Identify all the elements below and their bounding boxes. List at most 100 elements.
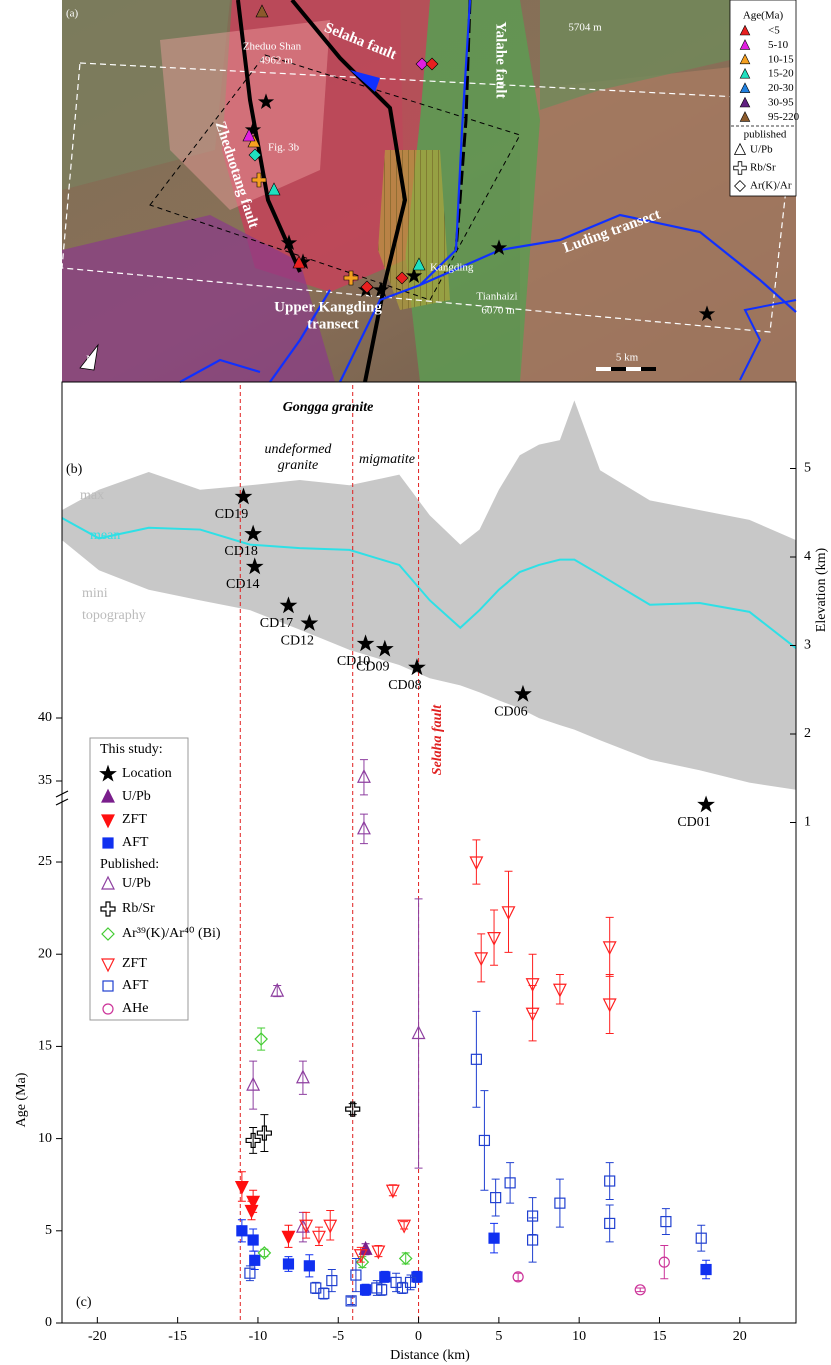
annotation: Selaha fault <box>430 704 445 776</box>
error-bar <box>249 1127 258 1154</box>
peak-label: 5704 m <box>568 22 602 34</box>
data-point <box>353 1249 368 1264</box>
map-symbols <box>242 4 716 321</box>
data-point <box>379 1271 391 1283</box>
fault-zone <box>378 150 450 310</box>
legend-marker <box>101 927 115 941</box>
sample-label: CD08 <box>388 678 421 693</box>
legend-marker <box>739 96 751 108</box>
legend-header: This study: <box>100 742 163 757</box>
legend-marker <box>734 180 746 192</box>
data-point <box>254 1032 269 1046</box>
topography-area <box>62 540 796 911</box>
error-bar <box>661 1208 670 1235</box>
error-bar <box>528 1217 537 1263</box>
error-bar <box>472 839 481 885</box>
sample-label: CD10 <box>337 654 370 669</box>
data-point <box>359 1284 372 1296</box>
data-point <box>244 1267 256 1279</box>
map-site <box>490 239 508 255</box>
data-point <box>371 1245 386 1260</box>
error-bar <box>605 1204 614 1243</box>
map-site <box>415 57 429 71</box>
y-tick-label: 20 <box>38 946 52 961</box>
error-bar <box>327 1269 336 1293</box>
data-point <box>385 1184 400 1199</box>
error-bar <box>490 909 499 966</box>
data-point <box>355 1255 370 1269</box>
series-label: max <box>80 488 104 503</box>
sample-star <box>244 524 263 542</box>
data-point <box>658 1256 670 1268</box>
error-bar <box>477 933 486 983</box>
y-tick-label: 35 <box>38 773 52 788</box>
sample-label: CD09 <box>356 659 389 674</box>
error-bar <box>359 813 368 845</box>
legend-label: 10-15 <box>768 53 794 65</box>
x-tick-label: -20 <box>88 1329 107 1344</box>
error-bar <box>491 1178 500 1217</box>
legend-marker <box>733 142 747 155</box>
scale-bar <box>611 367 626 371</box>
panel-label: (c) <box>76 1295 92 1310</box>
x-tick-label: -10 <box>249 1329 268 1344</box>
error-bar <box>273 985 282 998</box>
y-tick-label: 40 <box>38 710 52 725</box>
map-site <box>343 270 359 286</box>
map-site <box>372 281 390 297</box>
map-site <box>425 57 439 71</box>
legend-label: AHe <box>122 1001 148 1016</box>
data-point <box>512 1271 524 1283</box>
fault <box>236 0 302 273</box>
granite-area <box>160 20 330 210</box>
error-bar <box>605 973 614 1034</box>
data-point <box>356 768 371 783</box>
legend-label: 95-220 <box>768 111 800 123</box>
y2-tick-label: 3 <box>804 638 811 653</box>
transect-label: transect <box>307 316 359 332</box>
data-point <box>323 1219 338 1234</box>
peak-label: 6070 m <box>481 305 515 317</box>
fault <box>454 0 472 251</box>
legend-marker <box>739 39 751 50</box>
transect-label: Upper Kangding <box>274 299 382 315</box>
map-site <box>257 93 275 109</box>
data-point <box>246 1195 261 1210</box>
legend-title: Age(Ma) <box>743 10 784 22</box>
x-tick-label: 10 <box>572 1329 586 1344</box>
x-tick-label: 0 <box>415 1329 422 1344</box>
error-bar <box>480 1090 489 1191</box>
data-point <box>526 1234 539 1246</box>
data-point <box>695 1232 707 1244</box>
legend-marker <box>733 161 747 175</box>
error-bar <box>298 1060 307 1095</box>
data-point <box>247 1234 259 1246</box>
legend-marker <box>102 837 114 849</box>
fault-label: Yalahe fault <box>493 21 509 98</box>
legend-label: Location <box>122 766 172 781</box>
data-point <box>350 1269 362 1281</box>
river <box>739 299 797 381</box>
map-legend <box>729 0 797 197</box>
legend-marker <box>101 788 115 803</box>
error-bar <box>472 1010 481 1108</box>
map-site <box>395 271 409 285</box>
terrain <box>520 60 796 382</box>
annotation: topography <box>82 608 146 623</box>
error-bar <box>249 1060 258 1110</box>
data-point <box>487 932 502 946</box>
plot-frame <box>61 381 797 1324</box>
y2-tick-label: 4 <box>804 549 811 564</box>
annotation: undeformed <box>265 442 333 457</box>
annotation: Gongga granite <box>283 400 374 415</box>
error-bar <box>555 973 564 1005</box>
legend-label: AFT <box>122 835 149 850</box>
data-point <box>345 1295 357 1307</box>
sample-star <box>279 596 298 614</box>
legend-marker <box>100 901 116 917</box>
y-tick-label: 0 <box>45 1315 52 1330</box>
data-point <box>604 1217 616 1230</box>
panel-label: (b) <box>66 462 83 477</box>
